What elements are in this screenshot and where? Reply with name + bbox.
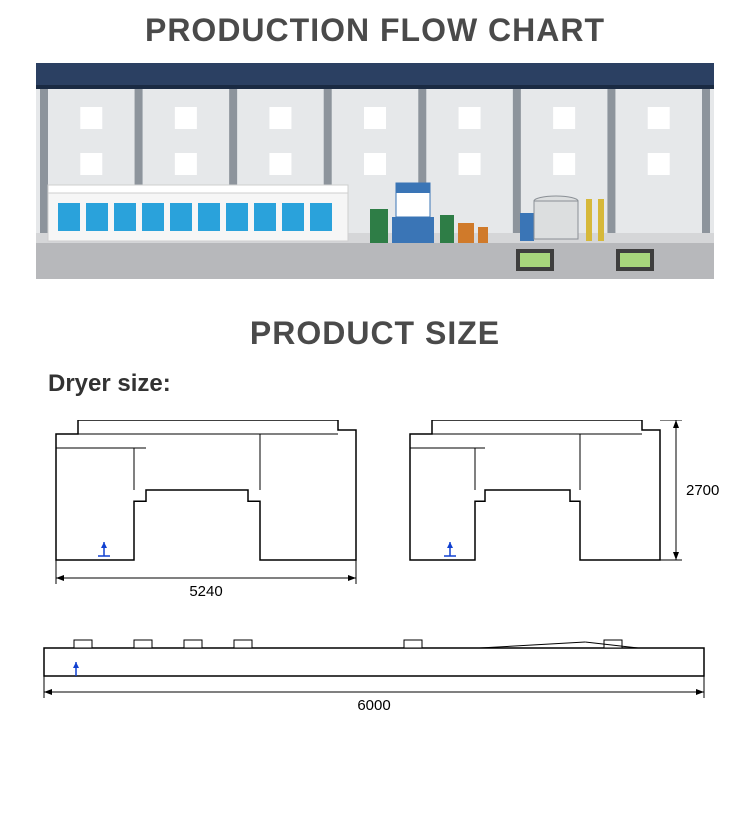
- dimension-label: 2700: [686, 482, 719, 499]
- dryer-size-label: Dryer size:: [48, 370, 750, 398]
- flowchart-title: PRODUCTION FLOW CHART: [0, 12, 750, 49]
- dimension-label: 5240: [189, 583, 222, 600]
- productsize-title: PRODUCT SIZE: [0, 315, 750, 352]
- dimension-label: 6000: [357, 697, 390, 714]
- flowchart-svg: [36, 63, 714, 279]
- drawings-svg: 5240 2700 6000: [20, 420, 730, 720]
- section-product-size: PRODUCT SIZE Dryer size: 5240 2700 6000: [0, 279, 750, 720]
- flowchart-illustration: [36, 63, 714, 279]
- section-flowchart: PRODUCTION FLOW CHART: [0, 0, 750, 279]
- technical-drawings: 5240 2700 6000: [20, 420, 730, 720]
